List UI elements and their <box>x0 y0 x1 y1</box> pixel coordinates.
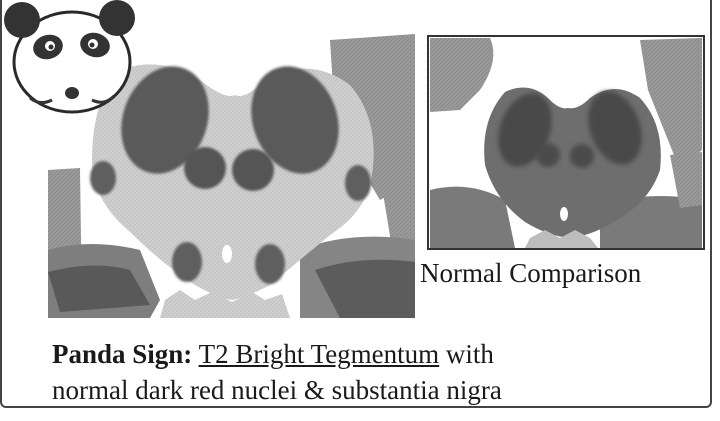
comparison-right-mid-tissue <box>670 152 702 208</box>
caption-line-1: Panda Sign: T2 Bright Tegmentum with <box>52 336 502 372</box>
left-substantia-nigra <box>90 161 116 195</box>
right-mid-tissue <box>380 172 415 248</box>
caption-line-2: normal dark red nuclei & substantia nigr… <box>52 375 502 405</box>
caption-underlined-term: T2 Bright Tegmentum <box>198 339 440 369</box>
comparison-left-lower-tissue <box>430 186 515 248</box>
cerebral-aqueduct <box>222 245 232 263</box>
comparison-right-red-nucleus <box>570 144 594 168</box>
right-red-nucleus <box>232 149 274 191</box>
right-substantia-nigra <box>345 165 371 201</box>
left-red-nucleus <box>184 147 226 189</box>
comparison-left-red-nucleus <box>536 143 560 167</box>
figure-caption: Panda Sign: T2 Bright Tegmentum with nor… <box>52 336 502 408</box>
right-cerebral-peduncle <box>251 66 339 174</box>
right-top-tissue <box>330 34 415 200</box>
normal-comparison-panel <box>427 35 705 250</box>
caption-title: Panda Sign: <box>52 339 193 369</box>
right-lower-nucleus <box>255 244 285 284</box>
main-midbrain-panel <box>48 34 415 318</box>
comparison-left-top-tissue <box>430 38 494 112</box>
colliculi <box>160 290 290 318</box>
caption-line1-rest: with <box>439 339 494 369</box>
left-cerebral-peduncle <box>121 66 209 174</box>
comparison-colliculi <box>525 230 598 248</box>
comparison-label: Normal Comparison <box>420 258 642 288</box>
comparison-right-peduncle <box>588 91 642 165</box>
comparison-aqueduct <box>560 207 568 221</box>
left-lower-dark-band <box>48 265 150 312</box>
panda-face-icon <box>4 0 135 114</box>
right-lower-dark-band <box>315 259 415 318</box>
left-lower-nucleus <box>172 242 202 282</box>
comparison-right-top-tissue <box>640 38 702 170</box>
